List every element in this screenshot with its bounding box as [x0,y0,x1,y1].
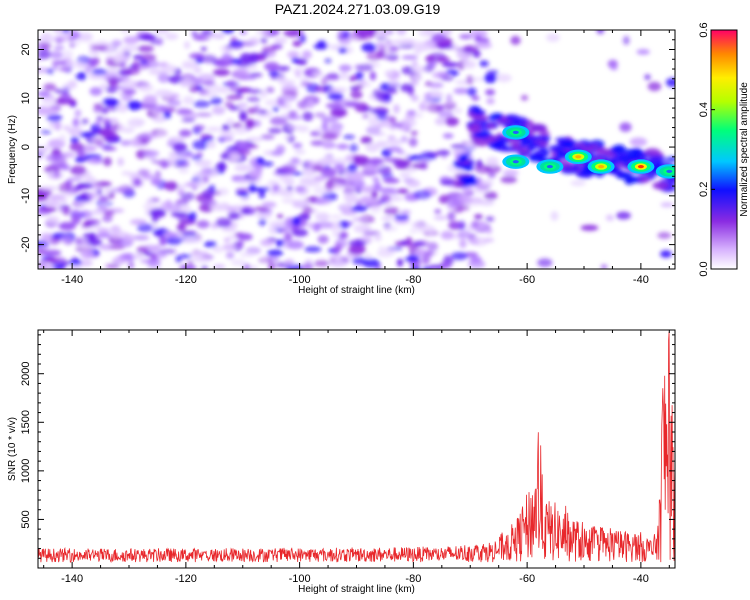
x-tick-label: -80 [405,573,421,585]
bottom-ticks [38,330,675,568]
y-tick-label: 1500 [20,410,32,434]
y-tick-label: -10 [20,188,32,204]
x-tick-label: -120 [175,274,197,286]
y-tick-label: 2000 [20,361,32,385]
top-ticks [38,29,675,269]
y-tick-label: -20 [20,237,32,253]
x-tick-label: -120 [175,573,197,585]
heatmap-field [38,30,675,269]
y-tick-label: 1000 [20,459,32,483]
x-tick-label: -40 [633,274,649,286]
snr-panel: -140 -120 -100 -80 -60 -40 500 1000 1500 2000 Heig… [7,329,676,595]
x-tick-label: -60 [519,274,535,286]
ridge-peak [536,159,564,174]
x-tick-label: -40 [633,573,649,585]
ridge-peak [564,149,592,164]
x-tick-label: -80 [405,274,421,286]
y-tick-label: 10 [20,92,32,104]
colorbar-gradient [710,29,738,270]
x-tick-label: -100 [289,274,311,286]
x-tick-label: -100 [289,573,311,585]
colorbar-tick-label: 0.0 [698,261,710,276]
ridge-peak [655,164,675,179]
ridge-peak [587,159,615,174]
x-tick-label: -60 [519,573,535,585]
chart-title: PAZ1.2024.271.03.09.G19 [274,1,441,17]
ridge-peak [502,125,530,140]
bottom-plot-frame [37,329,676,569]
x-axis-label: Height of straight line (km) [298,584,415,595]
colorbar-tick-label: 0.4 [698,102,710,117]
colorbar-tick-label: 0.6 [698,22,710,37]
y-axis-label: SNR (10 * v/v) [7,417,18,481]
snr-line [38,331,675,563]
ridge-peak [627,159,655,174]
x-axis-label: Height of straight line (km) [298,285,415,296]
y-tick-label: 20 [20,43,32,55]
y-tick-label: 500 [20,510,32,528]
x-tick-label: -140 [61,274,83,286]
colorbar-tick-label: 0.2 [698,182,710,197]
colorbar-label: Normalized spectral amplitude [739,82,750,217]
y-tick-label: 0 [20,144,32,150]
ridge-peak [502,154,530,169]
colorbar: 0.0 0.2 0.4 0.6 Normalized spectral amplitud… [698,22,750,276]
y-axis-label: Frequency (Hz) [7,115,18,184]
x-tick-label: -140 [61,573,83,585]
